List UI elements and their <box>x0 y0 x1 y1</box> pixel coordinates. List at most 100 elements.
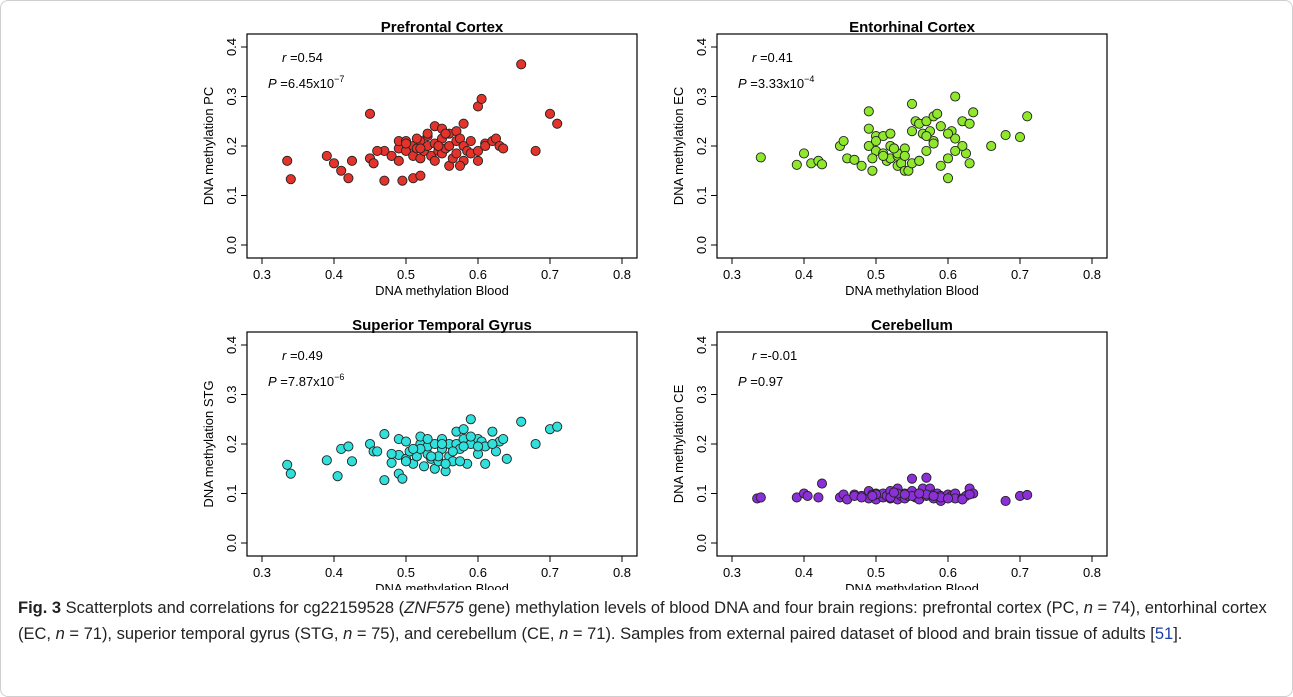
y-tick-label: 0.4 <box>694 38 709 56</box>
data-point <box>928 490 939 502</box>
data-point <box>968 107 979 118</box>
x-tick-label: 0.5 <box>397 565 415 580</box>
data-point <box>379 175 390 186</box>
data-point <box>849 154 860 165</box>
data-point <box>472 441 484 452</box>
data-point <box>476 93 487 105</box>
data-point <box>411 133 422 144</box>
x-axis-label: DNA methylation Blood <box>845 283 979 298</box>
data-points <box>282 59 563 186</box>
y-tick-label: 0.2 <box>224 137 239 155</box>
data-point <box>336 165 347 176</box>
caption-text: = 75), and cerebellum (CE, <box>352 625 560 643</box>
data-point <box>516 59 527 70</box>
x-axis-label: DNA methylation Blood <box>375 581 509 590</box>
data-point <box>418 461 430 472</box>
data-point <box>964 489 975 500</box>
data-point <box>454 456 466 467</box>
data-point <box>400 456 412 467</box>
data-point <box>867 490 878 502</box>
data-point <box>935 121 946 132</box>
p-exponent: −6 <box>334 372 344 382</box>
chart-title: Entorhinal Cortex <box>849 19 976 36</box>
x-tick-label: 0.8 <box>613 565 631 580</box>
x-tick-label: 0.4 <box>795 565 813 580</box>
r-symbol: r <box>752 50 757 65</box>
y-axis-label: DNA methylation EC <box>671 87 686 206</box>
x-tick-label: 0.5 <box>867 565 885 580</box>
data-point <box>755 492 766 503</box>
data-point <box>552 118 563 129</box>
chart-title: Superior Temporal Gyrus <box>352 317 532 334</box>
plot-border <box>716 33 1108 259</box>
data-point <box>386 150 397 161</box>
chart-title: Prefrontal Cortex <box>381 19 504 36</box>
x-tick-label: 0.7 <box>541 565 559 580</box>
data-point <box>400 436 412 447</box>
data-point <box>798 148 810 159</box>
data-point <box>816 159 828 170</box>
x-tick-label: 0.3 <box>723 565 741 580</box>
data-point <box>816 478 828 489</box>
y-tick-label: 0.3 <box>224 385 239 403</box>
data-point <box>914 155 925 166</box>
data-point <box>426 451 437 462</box>
data-point <box>885 128 896 139</box>
x-tick-label: 0.6 <box>469 267 487 282</box>
data-point <box>942 493 954 504</box>
data-points <box>752 472 1033 506</box>
data-point <box>899 489 910 500</box>
y-tick-label: 0.0 <box>694 534 709 552</box>
r-value: =0.54 <box>286 50 323 65</box>
data-point <box>928 138 939 149</box>
data-point <box>1000 130 1011 141</box>
data-point <box>552 421 563 432</box>
x-tick-label: 0.3 <box>723 267 741 282</box>
p-exponent: −7 <box>334 74 344 84</box>
data-point <box>408 443 419 455</box>
data-point <box>1022 111 1033 122</box>
x-tick-label: 0.5 <box>397 267 415 282</box>
y-tick-label: 0.2 <box>694 137 709 155</box>
y-tick-label: 0.3 <box>224 87 239 105</box>
data-point <box>964 118 975 129</box>
data-point <box>888 487 900 498</box>
data-point <box>838 135 849 147</box>
r-annotation: r =0.54 <box>282 50 323 65</box>
data-point <box>343 441 354 452</box>
data-point <box>321 150 332 161</box>
data-point <box>942 173 954 184</box>
data-point <box>878 150 889 161</box>
data-point <box>487 426 498 437</box>
x-tick-label: 0.3 <box>253 267 271 282</box>
r-annotation: r =0.41 <box>752 50 793 65</box>
data-point <box>332 471 343 482</box>
x-tick-label: 0.5 <box>867 267 885 282</box>
data-point <box>379 475 390 486</box>
data-point <box>1022 489 1033 501</box>
data-point <box>498 433 509 445</box>
data-point <box>957 494 968 505</box>
caption-text: = 71). Samples from external paired data… <box>568 625 1155 643</box>
p-value: =6.45x10 <box>277 76 334 91</box>
figure-caption: Fig. 3 Scatterplots and correlations for… <box>18 595 1273 647</box>
data-point <box>1014 132 1026 143</box>
p-symbol: P <box>268 374 277 389</box>
p-annotation: P =3.33x10−4 <box>738 74 814 91</box>
data-point <box>372 446 383 457</box>
plot-border <box>716 331 1108 557</box>
reference-link[interactable]: 51 <box>1154 625 1174 643</box>
y-tick-label: 0.0 <box>694 236 709 254</box>
y-tick-label: 0.1 <box>694 484 709 502</box>
caption-text: = 71), superior temporal gyrus (STG, <box>64 625 344 643</box>
data-point <box>465 135 476 147</box>
data-point <box>343 173 354 184</box>
data-point <box>285 468 296 479</box>
p-symbol: P <box>738 374 747 389</box>
data-point <box>386 448 397 459</box>
scatter-panel-ec: Entorhinal Cortex 0.3 0.4 0.5 0.6 0.7 0.8 DNA m… <box>671 19 1108 298</box>
data-point <box>921 472 932 483</box>
scatter-panel-pc: Prefrontal Cortex 0.3 0.4 0.5 0.6 0.7 0.8 DNA m… <box>201 19 638 298</box>
gene-name: ZNF575 <box>404 599 464 617</box>
data-point <box>530 438 541 450</box>
